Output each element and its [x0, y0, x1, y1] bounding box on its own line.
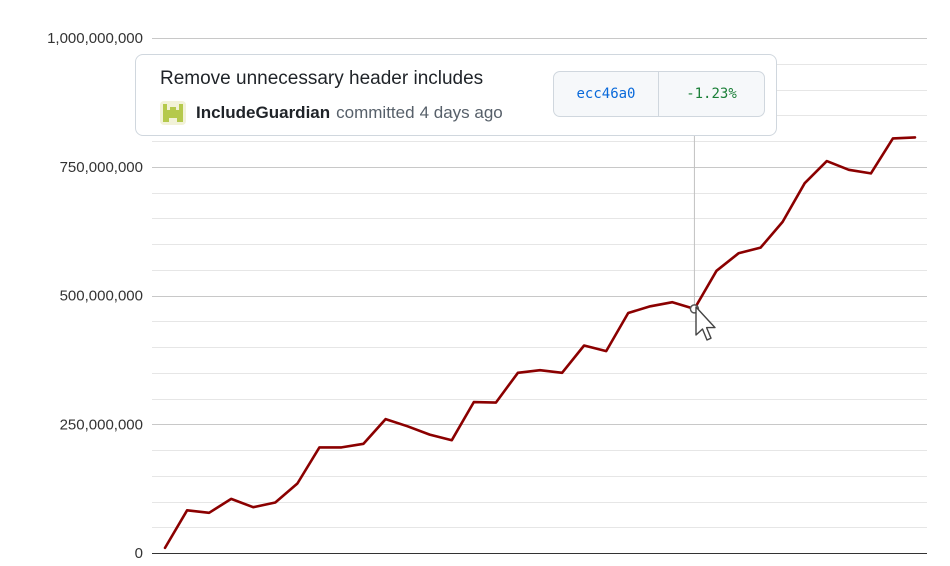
series-group [163, 136, 917, 550]
commit-badge: ecc46a0 -1.23% [553, 71, 765, 117]
y-tick-label: 500,000,000 [60, 288, 143, 305]
hover-indicator [689, 136, 700, 314]
y-tick-label: 250,000,000 [60, 416, 143, 433]
y-axis-ticks: 0 250,000,000 500,000,000 750,000,000 1,000,… [47, 30, 143, 562]
mouse-pointer-icon [695, 306, 716, 341]
commit-verb: committed [336, 103, 415, 122]
series-line [163, 136, 917, 550]
commit-title: Remove unnecessary header includes [160, 68, 484, 89]
commit-author[interactable]: IncludeGuardian [196, 103, 331, 122]
commit-tooltip: Remove unnecessary header includes Inclu… [135, 54, 777, 136]
y-tick-label: 1,000,000,000 [47, 30, 143, 47]
commit-delta: -1.23% [686, 86, 737, 102]
commit-sha-link[interactable]: ecc46a0 [554, 72, 659, 116]
author-avatar-icon [160, 101, 186, 125]
y-tick-label: 750,000,000 [60, 159, 143, 176]
commit-time: 4 days ago [419, 103, 503, 122]
commit-meta: IncludeGuardian committed 4 days ago [160, 101, 503, 125]
y-tick-label: 0 [135, 545, 143, 562]
